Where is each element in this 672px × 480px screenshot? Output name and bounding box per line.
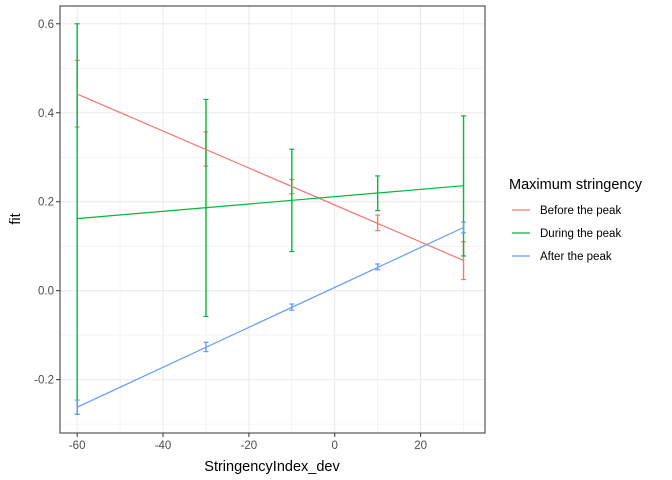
data-layer [74,23,467,415]
fit-line-after-the-peak [76,226,464,408]
x-tick-label: 0 [332,440,338,452]
y-tick-label: 0.0 [38,286,54,298]
x-tick-label: -60 [69,440,86,452]
x-tick-label: -40 [155,440,172,452]
y-axis-title: fit [8,213,24,224]
legend-item-during: During the peak [512,228,621,240]
x-axis-title: StringencyIndex_dev [204,459,340,475]
x-tick-label: -20 [241,440,258,452]
fit-line-during-the-peak [77,185,464,220]
legend-item-after: After the peak [512,251,612,263]
fit-line-before-the-peak [76,93,464,261]
legend-label-before: Before the peak [540,205,621,217]
plot-border [59,5,486,434]
legend-label-during: During the peak [540,228,621,240]
axes: -60 -40 -20 0 20 -0.2 0.0 0.2 0.4 0.6 [34,19,427,452]
y-tick-label: -0.2 [34,375,54,387]
legend-title: Maximum stringency [509,177,643,193]
legend: Maximum stringency Before the peak Durin… [509,177,643,263]
y-tick-label: 0.2 [38,197,54,209]
y-tick-label: 0.4 [38,108,55,120]
y-tick-label: 0.6 [38,19,54,31]
legend-item-before: Before the peak [512,205,621,217]
legend-label-after: After the peak [540,251,612,263]
x-tick-label: 20 [414,440,427,452]
plot-panel [60,6,485,433]
